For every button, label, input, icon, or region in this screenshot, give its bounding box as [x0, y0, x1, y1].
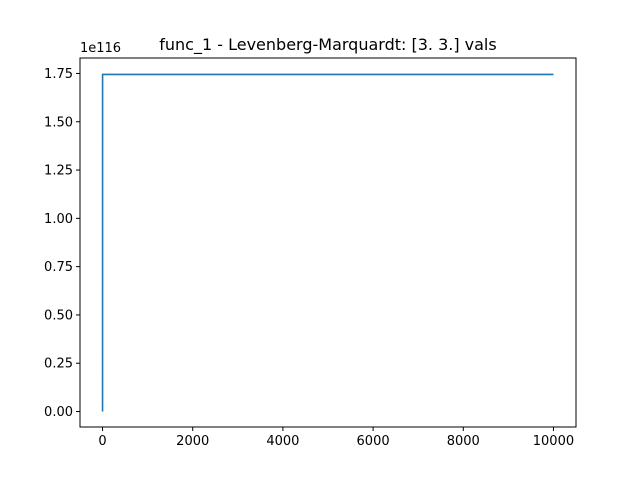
x-tick-label: 8000: [447, 434, 480, 449]
series-line: [101, 73, 554, 412]
y-axis-ticks: 0.00 0.25 0.50 0.75 1.00 1.25 1.50 1.75: [44, 67, 80, 420]
y-tick-label: 1.50: [44, 115, 73, 130]
y-tick-label: 1.00: [44, 212, 73, 227]
y-tick-label: 0.50: [44, 308, 73, 323]
plot-area-frame: [79, 57, 577, 428]
x-tick-label: 2000: [176, 434, 209, 449]
x-tick-label: 6000: [357, 434, 390, 449]
y-tick-label: 1.25: [44, 164, 73, 179]
y-tick-label: 0.00: [44, 405, 73, 420]
x-tick-label: 10000: [533, 434, 574, 449]
y-axis-offset-label: 1e116: [80, 41, 121, 56]
x-tick-label: 4000: [266, 434, 299, 449]
series-layer: [101, 73, 554, 412]
x-tick-label: 0: [98, 434, 106, 449]
y-tick-label: 1.75: [44, 67, 73, 82]
chart-title: func_1 - Levenberg-Marquardt: [3. 3.] va…: [159, 35, 496, 55]
y-tick-label: 0.25: [44, 357, 73, 372]
y-tick-label: 0.75: [44, 260, 73, 275]
x-axis-ticks: 0 2000 4000 6000 8000 10000: [98, 427, 574, 449]
